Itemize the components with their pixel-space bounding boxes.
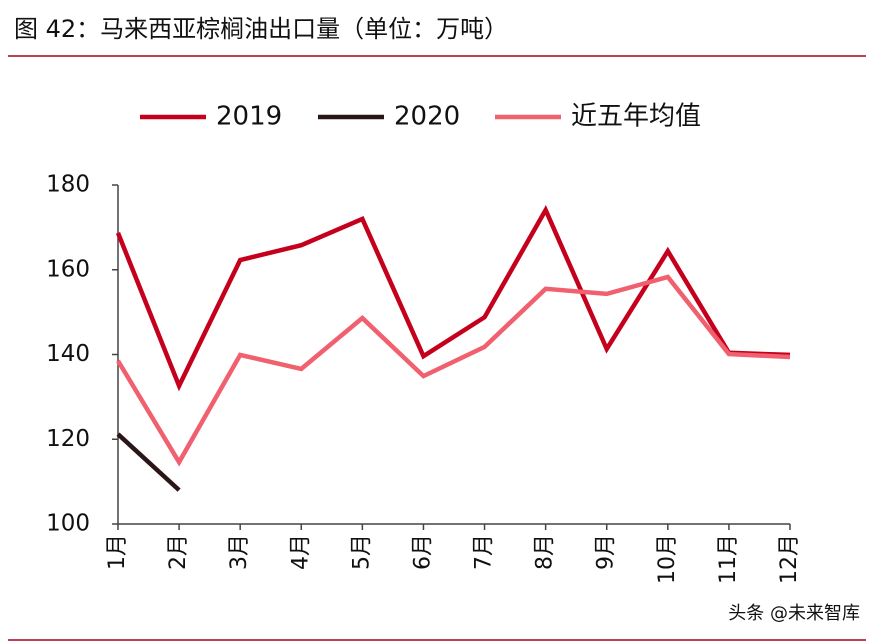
x-tick-label: 9月 — [594, 534, 619, 570]
legend-label: 2020 — [394, 102, 460, 132]
x-tick-label: 10月 — [655, 534, 680, 584]
x-tick-label: 2月 — [166, 534, 191, 570]
x-tick-label: 8月 — [533, 534, 558, 570]
x-tick-label: 12月 — [777, 534, 802, 584]
x-tick-label: 11月 — [716, 534, 741, 584]
series-line — [116, 274, 791, 467]
watermark: 头条 @未来智库 — [728, 603, 860, 624]
y-tick-label: 100 — [46, 511, 90, 537]
x-tick-label: 4月 — [288, 534, 313, 570]
y-tick-label: 180 — [46, 172, 90, 198]
y-tick-label: 160 — [46, 256, 90, 282]
x-tick-label: 7月 — [472, 534, 497, 570]
legend-label: 2019 — [216, 102, 282, 132]
chart-title: 图 42：马来西亚棕榈油出口量（单位：万吨） — [14, 15, 508, 43]
legend-label: 近五年均值 — [571, 102, 701, 132]
x-tick-label: 1月 — [105, 534, 130, 570]
x-tick-label: 6月 — [410, 534, 435, 570]
x-tick-label: 5月 — [349, 534, 374, 570]
series-line — [115, 205, 791, 392]
y-tick-label: 140 — [46, 341, 90, 367]
x-tick-label: 3月 — [227, 534, 252, 570]
y-tick-label: 120 — [46, 426, 90, 452]
series-line — [116, 432, 181, 492]
